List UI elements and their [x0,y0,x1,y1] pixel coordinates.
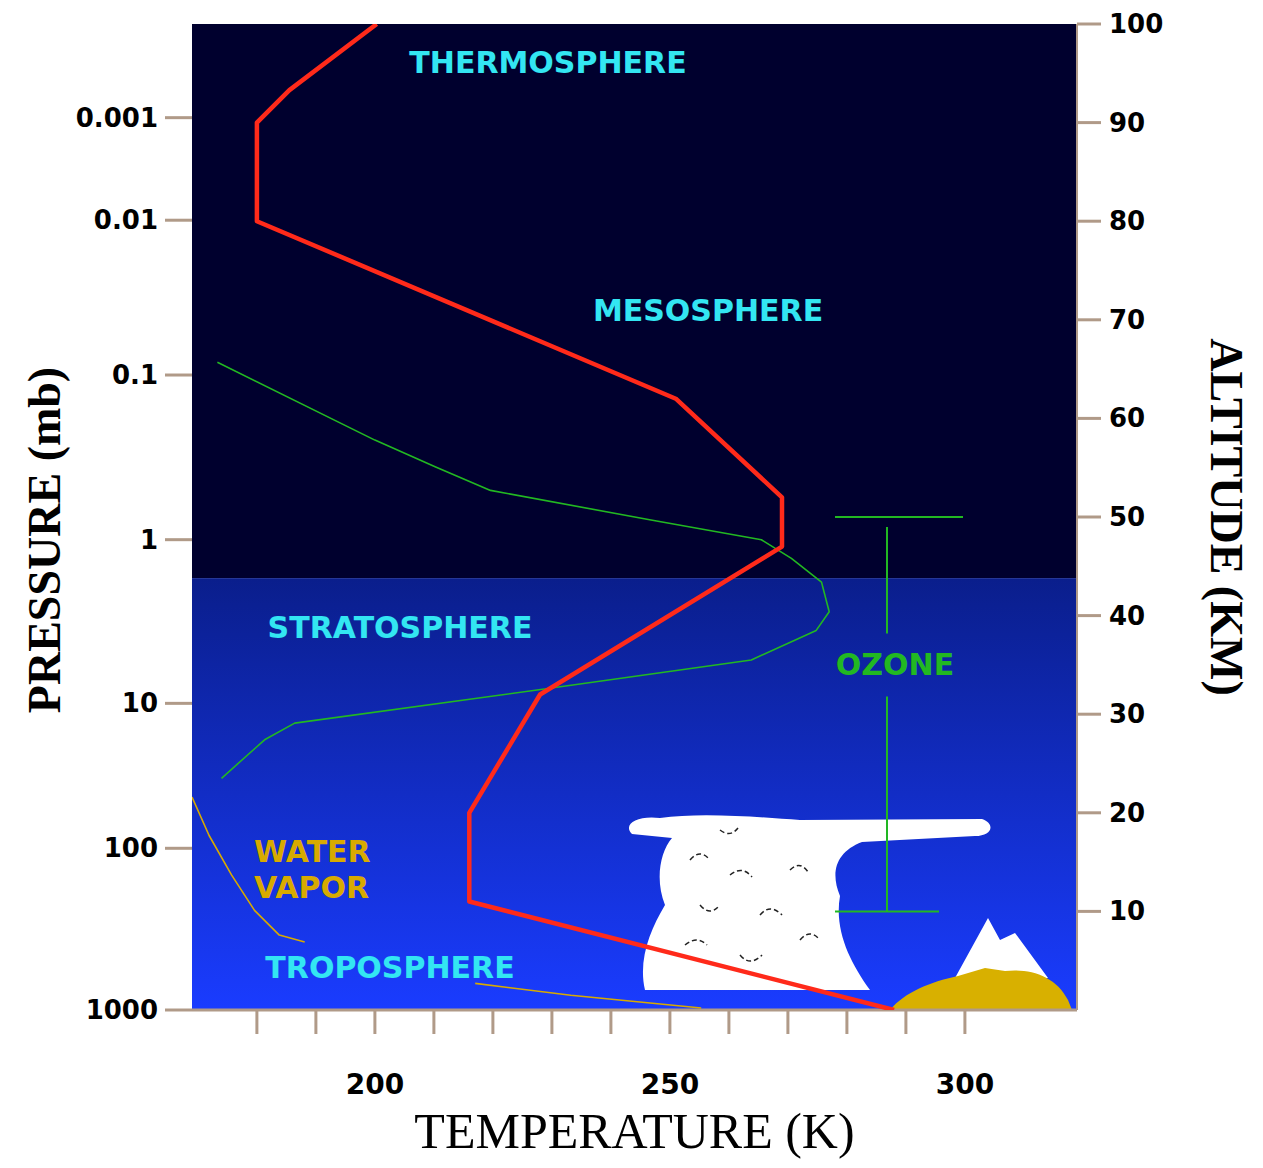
layer-label: STRATOSPHERE [268,610,533,645]
y-tick [1077,318,1101,321]
y-tick-label: 70 [1109,305,1145,335]
x-minor-tick [845,1010,848,1034]
cloud-texture [720,828,738,834]
cloud-texture [760,909,782,915]
x-axis: 200 250 300 [192,1010,1077,1101]
x-minor-tick [727,1010,730,1034]
x-tick [668,1010,671,1034]
range-line [886,527,888,633]
profile-line [192,797,701,1008]
pressure-tick-label: 10 [122,688,158,718]
y-tick [1077,23,1101,26]
x-tick [963,1010,966,1034]
pressure-tick [165,538,192,541]
pressure-tick-label: 1 [140,525,158,555]
x-minor-tick [904,1010,907,1034]
cloud-texture [790,865,808,872]
y-axis: 10 20 30 40 50 60 70 80 90 100 [1077,9,1163,1010]
range-cap [835,516,963,518]
illustration [629,815,1072,1010]
series-label: OZONE [836,647,954,682]
y-tick [1077,121,1101,124]
pressure-tick-label: 0.001 [76,103,158,133]
ozone-range [835,517,963,911]
series-label: WATERVAPOR [254,834,371,905]
x-tick-label: 250 [641,1068,699,1101]
y-tick-label: 80 [1109,206,1145,236]
cloud-texture [800,934,820,940]
x-minor-tick [314,1010,317,1034]
mountain-snow [955,918,1048,978]
y-tick-label: 40 [1109,601,1145,631]
cloud-texture [690,854,710,860]
y-tick-label: 10 [1109,896,1145,926]
range-line [886,696,888,911]
x-axis-line [192,1009,1077,1012]
pressure-tick-label: 0.01 [94,205,158,235]
y-tick [1077,220,1101,223]
layer-label: TROPOSPHERE [265,950,514,985]
y-tick [1077,614,1101,617]
pressure-tick-label: 100 [104,833,158,863]
layer-label: THERMOSPHERE [409,45,686,80]
x-minor-tick [786,1010,789,1034]
x-minor-tick [609,1010,612,1034]
pressure-tick [165,219,192,222]
pressure-axis-title: PRESSURE (mb) [19,367,70,713]
pressure-tick [165,847,192,850]
cloud-texture [700,905,720,911]
cloud-texture [740,955,762,961]
plot-lines [192,24,894,1010]
x-tick-label: 200 [346,1068,404,1101]
profile-line [217,362,829,778]
y-tick-label: 90 [1109,108,1145,138]
y-tick [1077,713,1101,716]
pressure-axis: 1000 100 10 1 0.1 0.01 0.001 [76,103,192,1025]
pressure-tick-label: 1000 [86,995,158,1025]
pressure-tick [165,374,192,377]
x-tick [373,1010,376,1034]
x-tick-label: 300 [936,1068,994,1101]
x-minor-tick [432,1010,435,1034]
y-tick [1077,417,1101,420]
y-tick-label: 50 [1109,502,1145,532]
cloud-texture [730,870,752,877]
x-minor-tick [255,1010,258,1034]
y-tick [1077,811,1101,814]
mountain [890,968,1072,1010]
y-tick-label: 20 [1109,798,1145,828]
atmosphere-band [192,24,1077,578]
y-tick [1077,516,1101,519]
y-tick-label: 100 [1109,9,1163,39]
y-tick [1077,910,1101,913]
cloud [629,815,991,990]
pressure-tick-label: 0.1 [112,360,158,390]
x-axis-title: TEMPERATURE (K) [414,1103,854,1159]
chart: 200 250 300 TEMPERATURE (K) 10 20 30 40 50 60 70 80… [0,0,1263,1168]
layer-label: MESOSPHERE [593,293,823,328]
pressure-tick [165,1009,192,1012]
y-tick-label: 60 [1109,403,1145,433]
x-minor-tick [491,1010,494,1034]
y-axis-title: ALTITUDE (KM) [1201,338,1252,695]
y-tick-label: 30 [1109,699,1145,729]
pressure-tick [165,702,192,705]
cloud-texture [685,940,707,945]
pressure-tick [165,116,192,119]
x-minor-tick [550,1010,553,1034]
